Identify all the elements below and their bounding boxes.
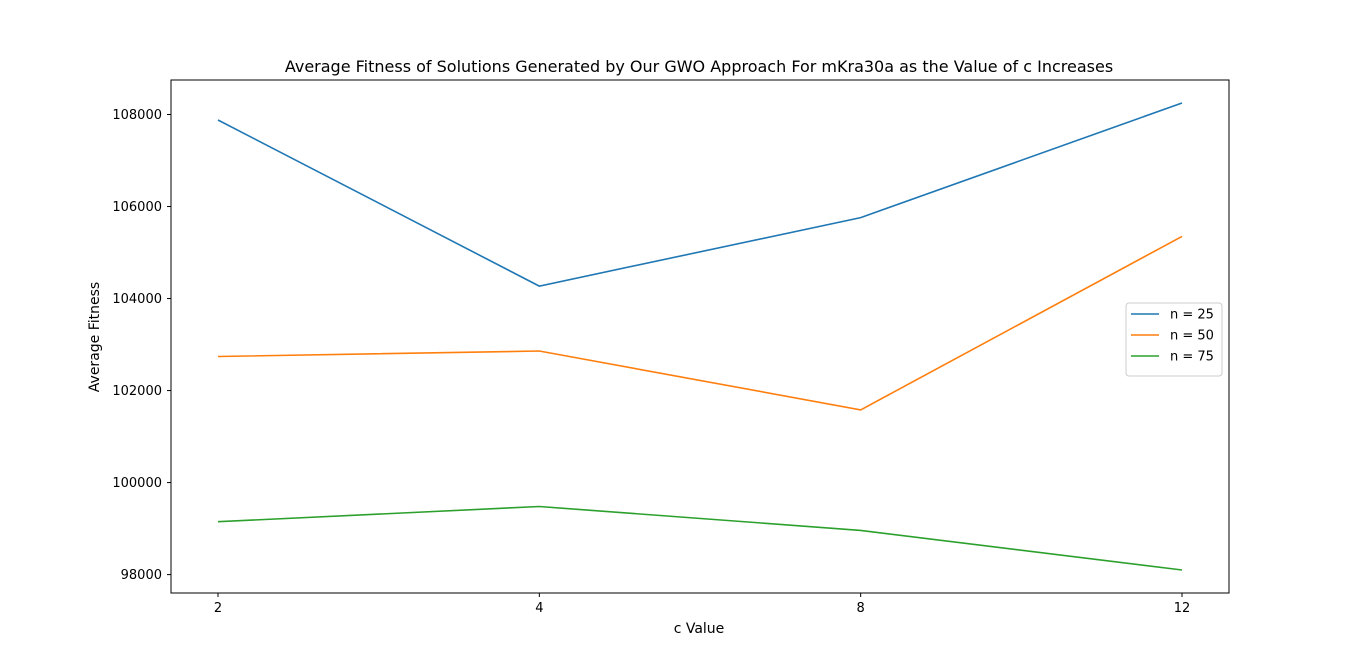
legend-entry-label: n = 25 (1170, 308, 1214, 323)
y-tick-label: 106000 (112, 200, 162, 215)
plot-lines (217, 102, 1183, 571)
chart-title: Average Fitness of Solutions Generated b… (285, 57, 1113, 76)
legend: n = 25 n = 50 n = 75 (1125, 302, 1223, 377)
legend-entry-label: n = 75 (1170, 350, 1214, 365)
x-axis-ticks: 2 4 8 12 (214, 593, 1190, 616)
y-tick-label: 104000 (112, 292, 162, 307)
legend-box (1125, 302, 1223, 377)
y-tick-label: 102000 (112, 384, 162, 399)
y-tick-label: 100000 (112, 476, 162, 491)
x-axis-label: c Value (674, 621, 725, 637)
x-tick-label: 8 (857, 601, 865, 616)
plot-frame (170, 79, 1230, 594)
y-tick-label: 98000 (121, 568, 162, 583)
y-axis-label: Average Fitness (87, 282, 103, 392)
legend-entry-label: n = 50 (1170, 329, 1214, 344)
y-tick-label: 108000 (112, 108, 162, 123)
x-tick-label: 12 (1174, 601, 1191, 616)
x-tick-label: 4 (535, 601, 543, 616)
series-line-2 (217, 235, 1183, 411)
series-line-3 (217, 505, 1183, 571)
y-axis-ticks: 98000 100000 102000 104000 106000 108000 (112, 108, 171, 583)
x-tick-label: 2 (214, 601, 222, 616)
series-line-1 (217, 102, 1183, 287)
